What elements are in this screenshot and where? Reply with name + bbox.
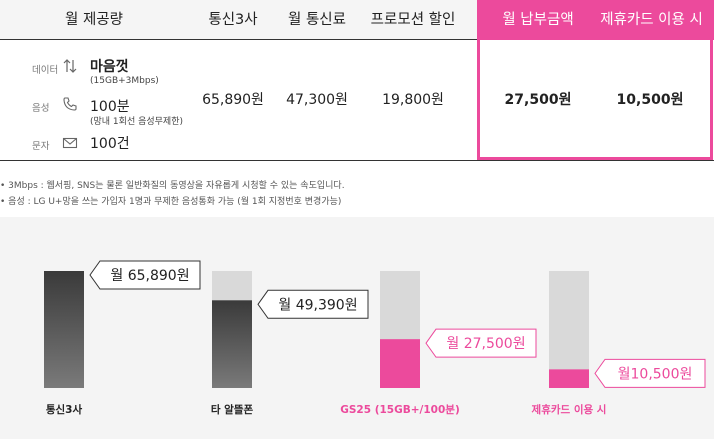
value-monthly-pay: 27,500원 (504, 92, 572, 108)
plan-voice-main: 100분 (90, 99, 130, 115)
chart-background (0, 217, 714, 439)
table-row: 데이터 마음껏 (15GB+3Mbps) 음성 100분 (망내 1회선 음성무… (0, 40, 714, 161)
value-carrier: 65,890원 (202, 92, 264, 108)
value-monthly-fee: 47,300원 (286, 92, 348, 108)
header-carrier: 통신3사 (208, 12, 258, 28)
plan-sms-main: 100건 (90, 136, 130, 152)
header-promo: 프로모션 할인 (370, 12, 456, 28)
note-voice: • 음성 : LG U+망을 쓰는 가입자 1명과 무제한 음성통화 가능 (월… (0, 197, 342, 207)
plan-data-sub: (15GB+3Mbps) (90, 76, 159, 86)
header-monthly-pay: 월 납부금액 (502, 12, 574, 28)
plan-voice-tag: 음성 (32, 103, 50, 114)
envelope-icon (62, 135, 78, 151)
highlight-header: 월 납부금액 제휴카드 이용 시 (477, 0, 714, 40)
note-speed: • 3Mbps : 웹서핑, SNS는 물론 일반화질의 동영상을 자유롭게 시… (0, 181, 345, 191)
value-card: 10,500원 (616, 92, 684, 108)
header-plan: 월 제공량 (65, 12, 123, 28)
phone-icon (62, 96, 78, 112)
plan-data-tag: 데이터 (32, 65, 59, 76)
plan-comparison-table: 월 제공량 통신3사 월 통신료 프로모션 할인 데이터 마음껏 (15GB+3… (0, 0, 714, 162)
plan-voice-sub: (망내 1회선 음성무제한) (90, 117, 183, 127)
value-promo: 19,800원 (382, 92, 444, 108)
plan-data-main: 마음껏 (90, 59, 129, 75)
header-monthly-fee: 월 통신료 (288, 12, 346, 28)
plan-sms-tag: 문자 (32, 141, 50, 152)
highlight-frame (477, 1, 713, 160)
header-card: 제휴카드 이용 시 (600, 12, 703, 28)
updown-arrows-icon (62, 58, 78, 74)
